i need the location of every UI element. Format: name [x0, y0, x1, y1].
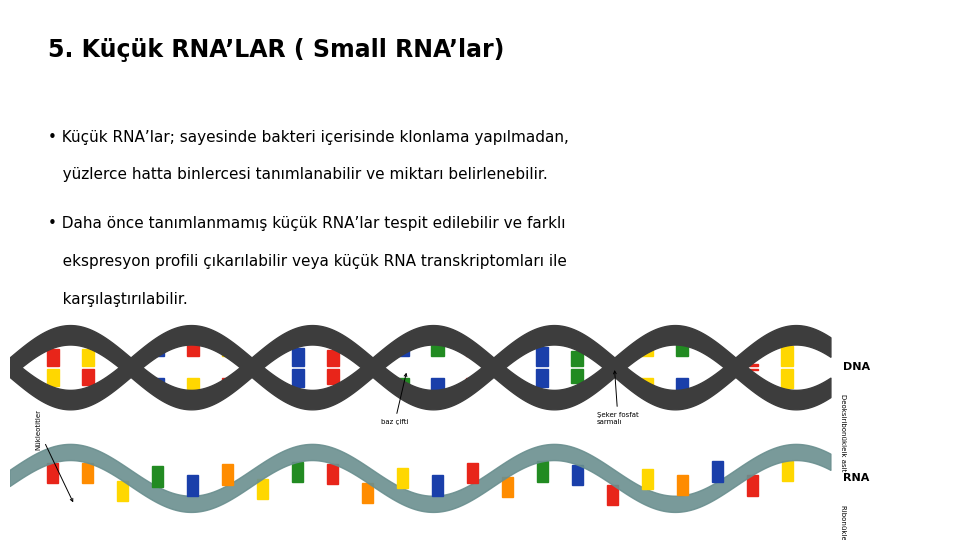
Bar: [222, 378, 233, 384]
Text: Şeker fosfat
sarmalı: Şeker fosfat sarmalı: [597, 371, 638, 425]
Bar: [117, 481, 129, 501]
Bar: [431, 378, 444, 398]
Bar: [746, 364, 758, 366]
Text: DNA: DNA: [844, 362, 871, 372]
Bar: [781, 347, 793, 366]
Bar: [641, 378, 654, 390]
Bar: [326, 369, 339, 384]
Bar: [711, 461, 723, 482]
Bar: [467, 352, 478, 356]
Bar: [781, 369, 793, 388]
Bar: [326, 350, 339, 366]
Bar: [152, 378, 164, 387]
Bar: [677, 475, 688, 495]
Bar: [222, 464, 233, 485]
Text: 5. Küçük RNA’LAR ( Small RNA’lar): 5. Küçük RNA’LAR ( Small RNA’lar): [48, 38, 504, 62]
Bar: [571, 369, 584, 383]
Bar: [641, 345, 654, 356]
Text: baz çifti: baz çifti: [381, 374, 409, 425]
Bar: [747, 475, 757, 496]
Bar: [47, 463, 59, 483]
Bar: [152, 466, 163, 487]
Bar: [781, 461, 793, 481]
Bar: [537, 461, 548, 482]
Bar: [292, 369, 303, 387]
Text: yüzlerce hatta binlercesi tanımlanabilir ve miktarı belirlenebilir.: yüzlerce hatta binlercesi tanımlanabilir…: [48, 167, 548, 183]
Bar: [186, 378, 199, 398]
Bar: [711, 378, 723, 380]
Bar: [467, 463, 478, 483]
Bar: [746, 369, 758, 370]
Bar: [537, 369, 548, 387]
Bar: [676, 337, 688, 356]
Bar: [257, 478, 268, 499]
Bar: [292, 348, 303, 366]
Bar: [152, 348, 164, 356]
Bar: [186, 336, 199, 356]
Bar: [82, 369, 94, 386]
Bar: [432, 475, 444, 496]
Bar: [187, 475, 199, 496]
Text: ekspresyon profili çıkarılabilir veya küçük RNA transkriptomları ile: ekspresyon profili çıkarılabilir veya kü…: [48, 254, 566, 269]
Text: Nükleotitler: Nükleotitler: [36, 409, 73, 502]
Bar: [327, 464, 338, 484]
Bar: [292, 462, 303, 482]
Text: • Daha önce tanımlanmamış küçük RNA’lar tespit edilebilir ve farklı: • Daha önce tanımlanmamış küçük RNA’lar …: [48, 216, 565, 231]
Bar: [47, 369, 59, 386]
Bar: [82, 349, 94, 366]
Text: Ribonükleik asit: Ribonükleik asit: [840, 505, 847, 540]
Bar: [571, 352, 584, 366]
Bar: [467, 378, 478, 382]
Bar: [641, 469, 653, 489]
Bar: [396, 346, 409, 356]
Bar: [396, 468, 408, 488]
Bar: [431, 336, 444, 356]
Bar: [676, 378, 688, 397]
Text: Deoksiribonükleik asit: Deoksiribonükleik asit: [840, 394, 847, 471]
Bar: [711, 354, 723, 356]
Bar: [607, 484, 618, 505]
Text: karşılaştırılabilir.: karşılaştırılabilir.: [48, 292, 188, 307]
Bar: [396, 378, 409, 388]
Bar: [83, 463, 93, 483]
Bar: [362, 483, 373, 503]
Bar: [47, 349, 59, 366]
Text: RNA: RNA: [844, 473, 870, 483]
Bar: [502, 477, 513, 497]
Text: • Küçük RNA’lar; sayesinde bakteri içerisinde klonlama yapılmadan,: • Küçük RNA’lar; sayesinde bakteri içeri…: [48, 130, 569, 145]
Bar: [572, 465, 583, 485]
Bar: [537, 347, 548, 366]
Bar: [222, 350, 233, 356]
